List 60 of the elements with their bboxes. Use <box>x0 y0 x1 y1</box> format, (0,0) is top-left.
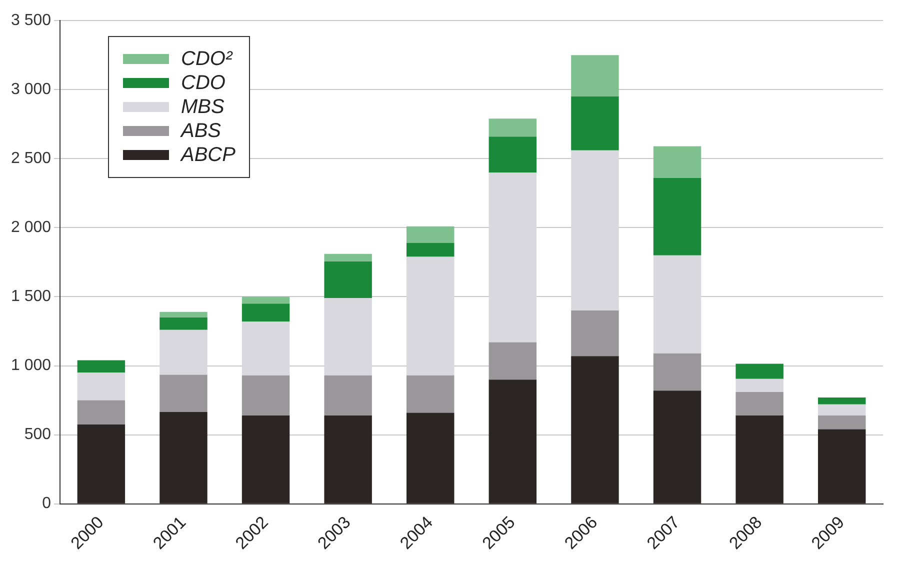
bar <box>77 372 126 400</box>
legend-label: ABCP <box>181 144 236 166</box>
bar <box>324 262 372 298</box>
bar <box>406 226 454 243</box>
bar <box>160 317 208 330</box>
bar <box>324 254 372 262</box>
bar <box>653 146 702 178</box>
bar <box>242 322 290 376</box>
bar <box>406 375 454 413</box>
legend-label: CDO <box>181 72 226 94</box>
y-tick-label: 1 000 <box>10 357 52 374</box>
y-tick-label: 0 <box>42 495 52 512</box>
bar <box>736 392 784 416</box>
bar <box>736 415 784 504</box>
bar <box>160 412 208 504</box>
bar <box>242 375 290 416</box>
bar <box>736 378 784 392</box>
bar <box>160 374 208 412</box>
bar <box>242 304 290 322</box>
bar <box>324 415 372 504</box>
bar <box>488 172 537 342</box>
bar <box>653 390 702 504</box>
bar <box>488 380 537 504</box>
bar <box>653 353 702 391</box>
bar <box>406 412 454 504</box>
bar <box>653 255 702 354</box>
bar <box>242 415 290 504</box>
bar <box>488 118 537 137</box>
bar <box>77 424 126 504</box>
bar <box>571 310 619 356</box>
legend-label: CDO² <box>181 48 232 70</box>
legend-label: ABS <box>181 120 222 142</box>
bar <box>77 400 126 424</box>
y-tick-label: 1 500 <box>10 288 52 306</box>
y-tick-label: 500 <box>24 426 52 444</box>
bar <box>818 398 866 404</box>
y-tick-label: 2 000 <box>10 219 52 236</box>
bar <box>488 136 537 172</box>
bar <box>406 256 454 376</box>
bar <box>488 342 537 380</box>
bar <box>571 96 619 150</box>
bar <box>571 356 619 504</box>
bar <box>242 296 290 304</box>
bar <box>324 375 372 416</box>
bar <box>160 312 208 318</box>
bar <box>571 55 619 97</box>
y-tick-label: 2 500 <box>10 150 52 168</box>
bar <box>77 360 126 373</box>
bar <box>818 415 866 430</box>
bar <box>653 178 702 256</box>
legend-label: MBS <box>181 96 224 118</box>
bar <box>818 404 866 416</box>
y-tick-label: 3 500 <box>10 12 52 30</box>
bar <box>571 150 619 311</box>
bar <box>736 364 784 379</box>
bar <box>818 429 866 504</box>
bar <box>160 330 208 375</box>
bar <box>406 242 454 257</box>
y-tick-label: 3 000 <box>10 81 52 98</box>
bar <box>324 298 372 376</box>
